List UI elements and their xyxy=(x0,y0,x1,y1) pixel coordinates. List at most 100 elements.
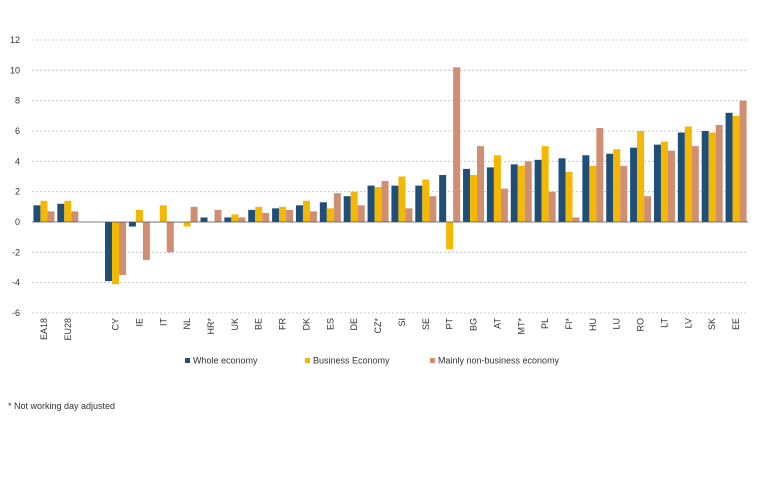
category-label: BE xyxy=(254,318,264,330)
bar xyxy=(128,222,136,227)
bar xyxy=(446,222,454,250)
bar xyxy=(224,217,232,222)
footnote: * Not working day adjusted xyxy=(8,401,116,411)
bar xyxy=(105,222,113,282)
category-label: MT* xyxy=(516,318,526,335)
category-label: CZ* xyxy=(373,318,383,334)
bar xyxy=(708,132,716,222)
y-tick-label: 6 xyxy=(15,126,20,136)
bar xyxy=(326,208,334,222)
bar xyxy=(255,206,263,222)
category-label: CY xyxy=(111,318,121,331)
bar xyxy=(548,191,556,222)
bar xyxy=(343,196,351,222)
bar xyxy=(183,222,191,227)
category-label: DK xyxy=(301,318,311,331)
category-label: SI xyxy=(397,318,407,327)
category-label: EU28 xyxy=(63,318,73,341)
bar xyxy=(71,211,79,222)
category-label: HU xyxy=(588,318,598,331)
y-tick-label: 4 xyxy=(15,156,20,166)
bar xyxy=(613,149,621,222)
y-tick-label: -6 xyxy=(12,308,20,318)
bar xyxy=(367,185,375,222)
bar xyxy=(510,164,518,222)
legend-label: Business Economy xyxy=(313,356,390,366)
bar xyxy=(541,146,549,222)
bar xyxy=(142,222,150,260)
bar xyxy=(739,100,747,222)
category-label: AT xyxy=(492,318,502,329)
bar xyxy=(620,165,628,222)
bar xyxy=(119,222,127,276)
bar xyxy=(653,144,661,222)
bar xyxy=(470,174,478,222)
bar xyxy=(463,168,471,222)
bar xyxy=(572,217,580,222)
legend-swatch xyxy=(185,358,190,363)
category-label: LV xyxy=(683,318,693,328)
bar xyxy=(57,203,65,222)
bar xyxy=(667,150,675,222)
bar xyxy=(286,209,294,222)
bar xyxy=(40,200,48,222)
y-axis-ticks: -6 -4 -2 0 2 4 6 8 10 12 xyxy=(10,35,20,318)
bar xyxy=(725,112,733,222)
bar xyxy=(582,155,590,222)
bar xyxy=(374,187,382,222)
bar xyxy=(319,202,327,222)
bar xyxy=(660,141,668,222)
bar xyxy=(295,205,303,222)
bar xyxy=(391,185,399,222)
bar xyxy=(630,147,638,222)
bar xyxy=(135,209,143,222)
category-label: IE xyxy=(134,318,144,327)
bar xyxy=(453,67,461,222)
category-label: PL xyxy=(540,318,550,329)
bar xyxy=(262,212,270,222)
bar xyxy=(272,208,280,222)
bar xyxy=(309,211,317,222)
bar xyxy=(517,165,525,222)
category-label: EE xyxy=(731,318,741,330)
bars xyxy=(33,67,747,285)
legend: Whole economy Business Economy Mainly non-… xyxy=(185,356,560,366)
bar xyxy=(477,146,485,222)
y-tick-label: -2 xyxy=(12,247,20,257)
category-label: RO xyxy=(636,318,646,332)
bar xyxy=(64,200,72,222)
bar xyxy=(248,209,256,222)
bar xyxy=(677,132,685,222)
y-tick-label: 0 xyxy=(15,217,20,227)
bar xyxy=(534,159,542,222)
bar xyxy=(405,208,413,222)
category-label: DE xyxy=(349,318,359,331)
legend-label: Whole economy xyxy=(193,356,258,366)
bar xyxy=(589,165,597,222)
category-label: NL xyxy=(182,318,192,330)
bar xyxy=(166,222,174,253)
bar xyxy=(486,167,494,222)
bar xyxy=(159,205,167,222)
bar xyxy=(684,126,692,222)
bar xyxy=(596,127,604,222)
legend-label: Mainly non-business economy xyxy=(438,356,560,366)
category-label: UK xyxy=(230,318,240,331)
category-label: LU xyxy=(612,318,622,330)
category-labels: EA18 EU28 CY IE IT NL HR* UK BE FR DK ES DE CZ* SI SE PT… xyxy=(39,317,741,340)
bar xyxy=(637,131,645,222)
category-label: PT xyxy=(445,318,455,330)
bar xyxy=(200,217,208,222)
y-tick-label: -4 xyxy=(12,278,20,288)
bar xyxy=(398,176,406,222)
bar xyxy=(231,214,239,222)
bar xyxy=(33,205,41,222)
bar xyxy=(302,200,310,222)
category-label: SE xyxy=(421,318,431,330)
bar xyxy=(381,181,389,222)
category-label: FR xyxy=(278,318,288,330)
bar xyxy=(429,196,437,222)
bar xyxy=(558,158,566,222)
category-label: IT xyxy=(158,317,168,326)
category-label: SK xyxy=(707,318,717,330)
